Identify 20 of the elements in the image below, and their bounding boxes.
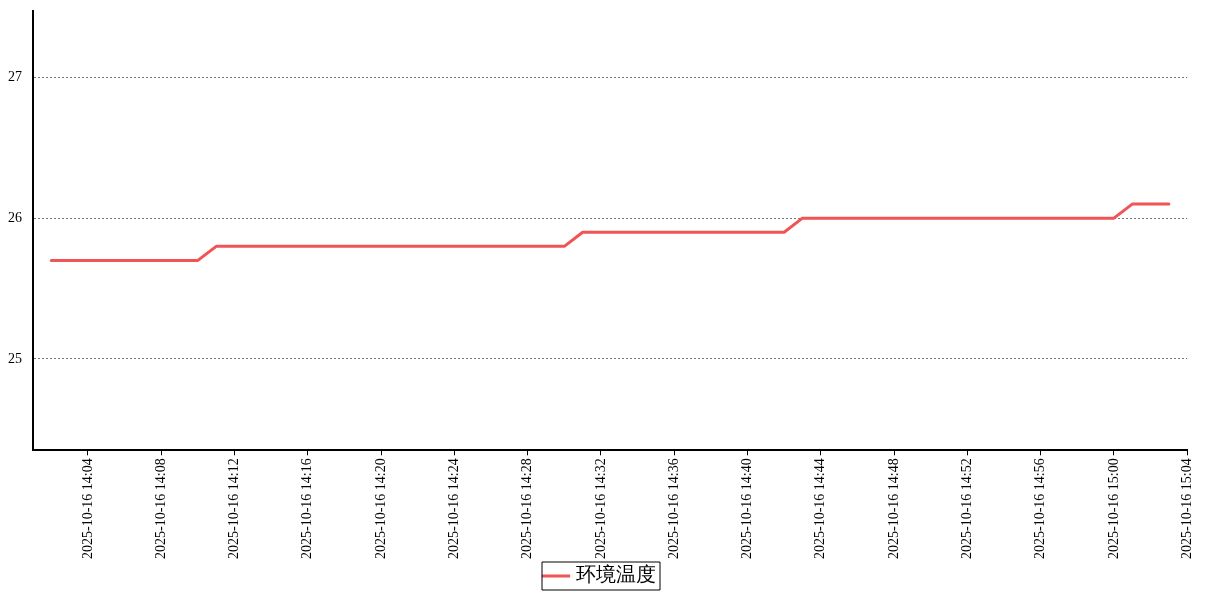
x-tick-label: 2025-10-16 14:36 bbox=[665, 458, 681, 559]
x-tick-label: 2025-10-16 14:32 bbox=[592, 458, 608, 559]
y-tick-label: 26 bbox=[8, 209, 22, 225]
x-tick-label: 2025-10-16 14:52 bbox=[959, 458, 975, 559]
x-tick-label: 2025-10-16 14:24 bbox=[446, 458, 462, 559]
x-tick-label: 2025-10-16 14:08 bbox=[152, 458, 168, 559]
y-tick-label: 25 bbox=[8, 350, 22, 366]
x-tick-label: 2025-10-16 14:28 bbox=[519, 458, 535, 559]
legend-label: 环境温度 bbox=[576, 563, 656, 586]
x-tick-label: 2025-10-16 14:20 bbox=[372, 458, 388, 559]
x-tick-label: 2025-10-16 14:40 bbox=[739, 458, 755, 559]
y-tick-label: 27 bbox=[8, 69, 22, 85]
x-tick-label: 2025-10-16 15:04 bbox=[1178, 458, 1194, 559]
x-tick-label: 2025-10-16 14:48 bbox=[885, 458, 901, 559]
x-tick-label: 2025-10-16 15:00 bbox=[1105, 458, 1121, 559]
x-tick-label: 2025-10-16 14:04 bbox=[79, 458, 95, 559]
x-tick-label: 2025-10-16 14:12 bbox=[226, 458, 242, 559]
x-tick-label: 2025-10-16 14:56 bbox=[1032, 458, 1048, 559]
x-tick-label: 2025-10-16 14:44 bbox=[812, 458, 828, 559]
x-tick-label: 2025-10-16 14:16 bbox=[299, 458, 315, 559]
